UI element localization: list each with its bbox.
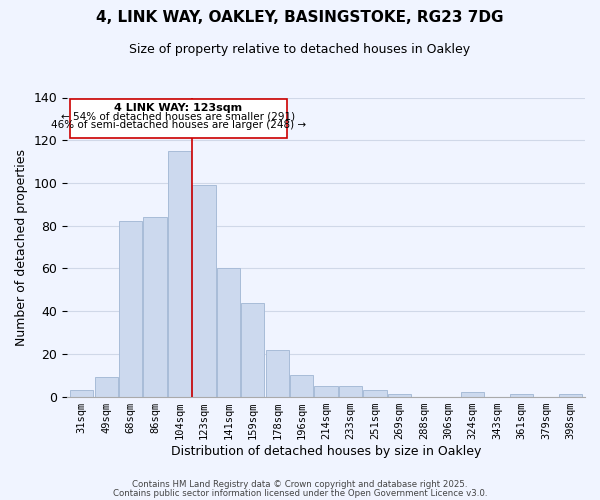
Text: Contains HM Land Registry data © Crown copyright and database right 2025.: Contains HM Land Registry data © Crown c…	[132, 480, 468, 489]
Bar	[290, 375, 313, 396]
Bar	[217, 268, 240, 396]
Bar	[266, 350, 289, 397]
Bar	[510, 394, 533, 396]
Bar	[339, 386, 362, 396]
Text: Size of property relative to detached houses in Oakley: Size of property relative to detached ho…	[130, 42, 470, 56]
Bar	[70, 98, 287, 138]
Bar	[559, 394, 582, 396]
Text: Contains public sector information licensed under the Open Government Licence v3: Contains public sector information licen…	[113, 488, 487, 498]
Text: 4 LINK WAY: 123sqm: 4 LINK WAY: 123sqm	[114, 103, 242, 113]
Text: 4, LINK WAY, OAKLEY, BASINGSTOKE, RG23 7DG: 4, LINK WAY, OAKLEY, BASINGSTOKE, RG23 7…	[96, 10, 504, 25]
Bar	[143, 217, 167, 396]
Bar	[461, 392, 484, 396]
Text: 46% of semi-detached houses are larger (248) →: 46% of semi-detached houses are larger (…	[51, 120, 306, 130]
X-axis label: Distribution of detached houses by size in Oakley: Distribution of detached houses by size …	[171, 444, 481, 458]
Bar	[70, 390, 94, 396]
Bar	[388, 394, 411, 396]
Y-axis label: Number of detached properties: Number of detached properties	[15, 148, 28, 346]
Bar	[95, 378, 118, 396]
Bar	[119, 222, 142, 396]
Bar	[193, 185, 215, 396]
Text: ← 54% of detached houses are smaller (291): ← 54% of detached houses are smaller (29…	[61, 112, 295, 122]
Bar	[241, 302, 265, 396]
Bar	[364, 390, 386, 396]
Bar	[168, 151, 191, 396]
Bar	[314, 386, 338, 396]
